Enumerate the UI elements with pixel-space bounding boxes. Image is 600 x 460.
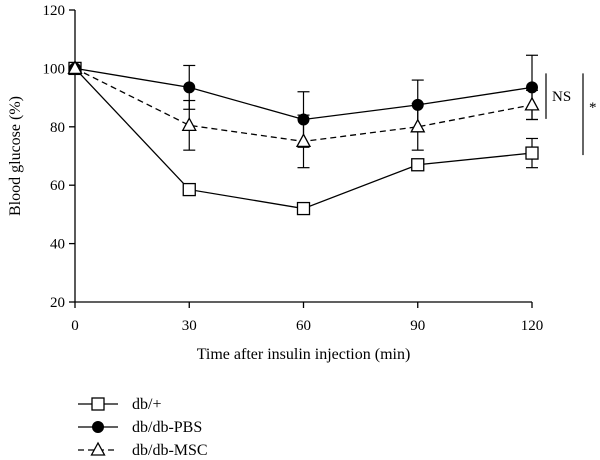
legend-item: db/+ <box>78 396 161 413</box>
data-point <box>295 133 312 148</box>
data-point <box>525 146 539 160</box>
data-point <box>524 96 540 111</box>
plot-area <box>67 54 540 216</box>
data-point <box>181 116 197 131</box>
legend-marker <box>90 441 106 456</box>
legend-label: db/db-PBS <box>132 419 202 436</box>
data-point <box>67 60 83 75</box>
legend-label: db/+ <box>132 396 161 413</box>
data-point <box>296 201 311 216</box>
data-point <box>411 158 425 172</box>
x-tick-label: 0 <box>71 318 79 334</box>
data-point <box>183 81 196 94</box>
data-point <box>182 182 196 197</box>
y-tick-label: 100 <box>43 61 66 77</box>
significance-annotations: NS * <box>545 73 597 156</box>
legend-item: db/db-MSC <box>78 441 208 459</box>
series-2 <box>67 60 540 169</box>
x-tick-label: 90 <box>410 318 425 334</box>
x-axis-title: Time after insulin injection (min) <box>197 346 411 363</box>
legend: db/+ db/db-PBS db/db-MSC <box>78 396 208 459</box>
legend-marker <box>92 421 104 433</box>
legend-item: db/db-PBS <box>78 419 202 436</box>
legend-marker <box>91 397 105 411</box>
ns-label: NS <box>552 89 571 105</box>
x-tick-label: 60 <box>296 318 311 334</box>
y-tick-label: 20 <box>50 295 65 311</box>
data-point <box>410 118 426 133</box>
y-tick-label: 80 <box>50 120 65 136</box>
star-label: * <box>589 100 597 116</box>
y-tick-label: 40 <box>50 237 65 253</box>
legend-label: db/db-MSC <box>132 442 208 459</box>
axes: 20 40 60 80 100 120 0 30 60 90 120 <box>43 3 544 334</box>
y-tick-label: 120 <box>43 3 66 19</box>
y-tick-label: 60 <box>50 178 65 194</box>
y-axis-title: Blood glucose (%) <box>7 96 24 216</box>
x-tick-label: 30 <box>182 318 197 334</box>
x-tick-label: 120 <box>521 318 544 334</box>
